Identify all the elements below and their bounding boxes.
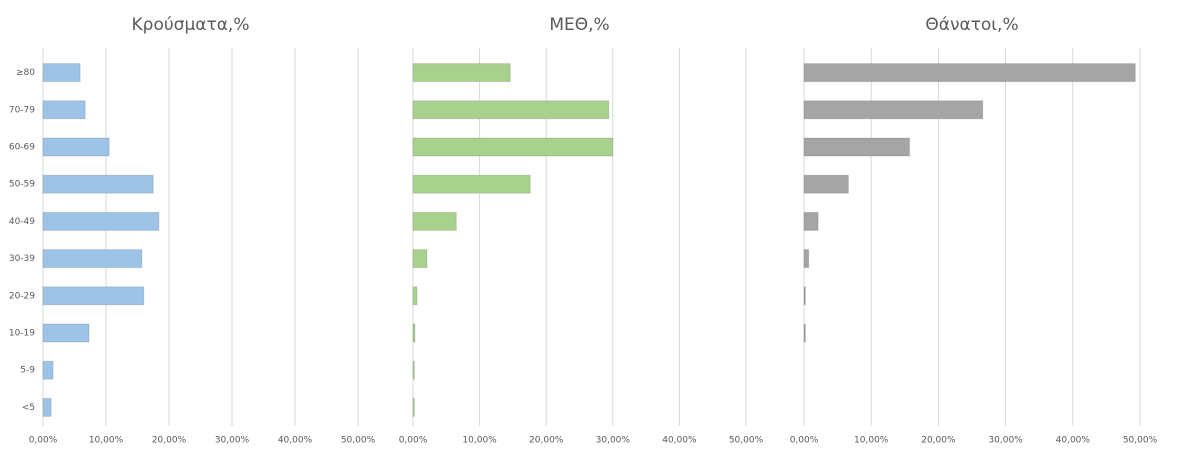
bar (42, 174, 154, 194)
bar (803, 286, 806, 306)
x-tick-label: 10,00% (462, 436, 497, 446)
bar (803, 323, 806, 343)
x-tick-label: 40,00% (1056, 436, 1091, 446)
x-tick-label: 0,00% (399, 436, 428, 446)
y-tick-label: 70-79 (9, 105, 35, 115)
bar (412, 286, 418, 306)
bar (412, 137, 614, 157)
y-tick-label: 40-49 (9, 217, 35, 227)
y-tick-label: 50-59 (9, 180, 35, 190)
y-tick-label: <5 (22, 403, 35, 413)
bar (803, 63, 1136, 83)
x-tick-label: 20,00% (921, 436, 956, 446)
bar (42, 323, 90, 343)
x-tick-label: 50,00% (1123, 436, 1158, 446)
bar (412, 249, 428, 269)
x-tick-label: 30,00% (215, 436, 250, 446)
y-tick-label: 5-9 (20, 366, 35, 376)
y-tick-label: ≥80 (16, 68, 35, 78)
bar (803, 249, 810, 269)
x-tick-label: 0,00% (29, 436, 58, 446)
chart-title: Θάνατοι,% (925, 15, 1018, 35)
x-tick-label: 20,00% (152, 436, 187, 446)
bar (42, 397, 52, 417)
bar (412, 211, 457, 231)
y-tick-label: 60-69 (9, 143, 35, 153)
bar (803, 211, 819, 231)
bar (412, 323, 416, 343)
bar (412, 100, 610, 120)
x-tick-label: 50,00% (341, 436, 376, 446)
bar (42, 360, 54, 380)
bar (412, 360, 415, 380)
x-tick-label: 30,00% (596, 436, 631, 446)
bar (803, 100, 984, 120)
bar (42, 137, 110, 157)
y-tick-label: 10-19 (9, 329, 35, 339)
bar (412, 174, 531, 194)
bar (412, 397, 415, 417)
x-tick-label: 10,00% (854, 436, 889, 446)
x-tick-label: 0,00% (790, 436, 819, 446)
bar (42, 249, 143, 269)
bar (412, 63, 511, 83)
chart-title: Κρούσματα,% (132, 15, 250, 35)
bar (42, 286, 145, 306)
y-tick-label: 20-29 (9, 291, 35, 301)
bar (42, 63, 81, 83)
x-tick-label: 40,00% (278, 436, 313, 446)
bar (803, 137, 911, 157)
chart-title: ΜΕΘ,% (549, 15, 609, 35)
bar (42, 100, 86, 120)
y-tick-label: 30-39 (9, 254, 35, 264)
x-tick-label: 10,00% (89, 436, 124, 446)
x-tick-label: 40,00% (662, 436, 697, 446)
x-tick-label: 20,00% (529, 436, 564, 446)
bar (803, 174, 849, 194)
x-tick-label: 30,00% (988, 436, 1023, 446)
x-tick-label: 50,00% (729, 436, 764, 446)
bar (42, 211, 160, 231)
